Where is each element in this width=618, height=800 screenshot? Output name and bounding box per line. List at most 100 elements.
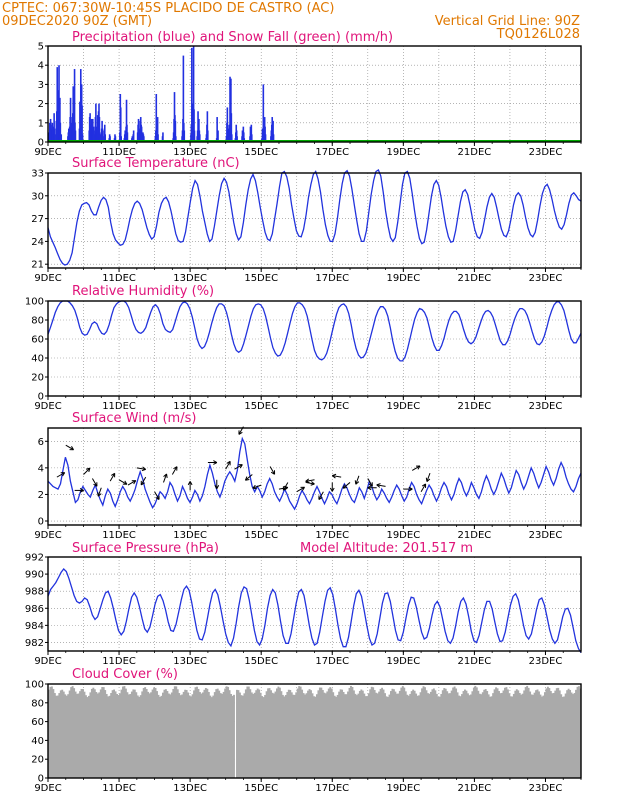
- precip-bar: [206, 111, 209, 142]
- cloud-bar: [495, 687, 498, 778]
- cloud-bar: [236, 689, 238, 778]
- cloud-bar: [267, 688, 270, 778]
- cloud-bar: [360, 689, 363, 778]
- cloud-bar: [392, 689, 395, 778]
- cloud-bar: [330, 688, 333, 778]
- x-tick-label: 11DEC: [102, 530, 136, 541]
- x-tick-label: 17DEC: [315, 401, 349, 412]
- cloud-bar: [504, 687, 506, 778]
- precip-bar: [193, 130, 196, 142]
- y-tick-label: 6: [38, 437, 44, 448]
- cloud-bar: [185, 689, 188, 778]
- cloud-bar: [157, 694, 160, 778]
- cloud-bar: [572, 694, 574, 778]
- cloud-bar: [126, 692, 129, 778]
- wind-arrow: [136, 467, 146, 470]
- cloud-bar: [259, 692, 262, 778]
- cloud-bar: [160, 695, 163, 778]
- precip-bar: [114, 136, 117, 142]
- x-tick-label: 19DEC: [386, 401, 420, 412]
- cloud-bar: [469, 694, 472, 778]
- x-tick-label: 15DEC: [244, 401, 278, 412]
- cloud-bar: [241, 695, 244, 778]
- y-tick-label: 982: [25, 638, 44, 649]
- cloud-bar: [535, 690, 537, 778]
- cloud-bar: [515, 689, 518, 778]
- cloud-bar: [539, 694, 542, 778]
- cloud-bar: [514, 690, 517, 778]
- cloud-bar: [218, 690, 221, 778]
- x-tick-label: 19DEC: [386, 273, 420, 284]
- precip-bar: [120, 136, 122, 142]
- cloud-bar: [557, 687, 560, 778]
- cloud-bar: [567, 688, 570, 778]
- wind-arrow-head: [252, 484, 256, 489]
- cloud-bar: [382, 689, 385, 778]
- cloud-bar: [561, 696, 564, 778]
- cloud-bar: [437, 696, 440, 778]
- cloud-bar: [151, 689, 154, 778]
- rh-series-line: [47, 300, 582, 362]
- wind-arrow-head: [244, 476, 248, 481]
- precip-bar: [175, 136, 177, 142]
- cloud-bar: [243, 693, 246, 778]
- cloud-bar: [543, 692, 546, 778]
- y-tick-label: 988: [25, 587, 44, 598]
- cloud-bar: [178, 693, 181, 778]
- cloud-bar: [228, 690, 231, 778]
- cloud-bar: [108, 695, 111, 778]
- cloud-bar: [188, 695, 191, 778]
- wind-arrow: [376, 484, 386, 487]
- cloud-bar: [397, 693, 400, 778]
- cloud-bar: [194, 687, 197, 778]
- wind-arrow: [252, 484, 262, 489]
- humidity-title: Relative Humidity (%): [72, 284, 214, 299]
- cloud-bar: [563, 696, 566, 778]
- cloud-bar: [142, 688, 145, 778]
- cloud-bar: [395, 693, 398, 778]
- wind-arrow: [420, 483, 427, 492]
- y-tick-label: 100: [25, 297, 44, 308]
- cloud-bar: [558, 690, 561, 778]
- wind-arrow: [282, 482, 289, 491]
- cloud-bar: [480, 694, 483, 778]
- wind-arrow-head: [111, 472, 115, 476]
- x-tick-label: 11DEC: [102, 147, 136, 158]
- wind-arrow-head: [305, 480, 310, 484]
- wind-arrow: [163, 473, 168, 483]
- y-tick-label: 60: [31, 335, 44, 346]
- precip-bar: [193, 109, 195, 142]
- x-tick-label: 15DEC: [244, 783, 278, 794]
- wind-arrow-head: [331, 487, 335, 492]
- cloud-bar: [231, 695, 234, 778]
- x-tick-label: 13DEC: [173, 656, 207, 667]
- precip-bar: [226, 107, 229, 142]
- cloud-bar: [144, 687, 147, 778]
- y-tick-label: 21: [31, 260, 44, 271]
- cloud-bar: [116, 693, 118, 778]
- precip-bar: [69, 97, 72, 142]
- precip-bar: [104, 134, 107, 142]
- wind-arrow-head: [408, 486, 413, 490]
- x-tick-label: 17DEC: [315, 273, 349, 284]
- cloud-bar: [181, 694, 184, 778]
- cloud-bar: [406, 694, 409, 778]
- cloud-bar: [342, 691, 345, 778]
- cloud-bar: [570, 692, 573, 778]
- precip-bar: [156, 117, 159, 142]
- cloud-bar: [113, 689, 116, 778]
- y-tick-label: 40: [31, 354, 44, 365]
- wind-arrow-head: [79, 489, 84, 493]
- x-tick-label: 15DEC: [244, 530, 278, 541]
- cloud-bar: [511, 696, 514, 778]
- precip-bar: [99, 134, 101, 142]
- cloud-bar: [70, 687, 73, 778]
- cloud-bar: [462, 691, 465, 778]
- cloud-bar: [222, 691, 225, 778]
- wind-arrow: [269, 466, 276, 475]
- cloud-bar: [475, 687, 478, 778]
- wind-arrow-head: [417, 465, 421, 470]
- precip-bar: [272, 120, 274, 142]
- cloud-bar: [391, 688, 394, 778]
- cloud-bar: [274, 691, 277, 778]
